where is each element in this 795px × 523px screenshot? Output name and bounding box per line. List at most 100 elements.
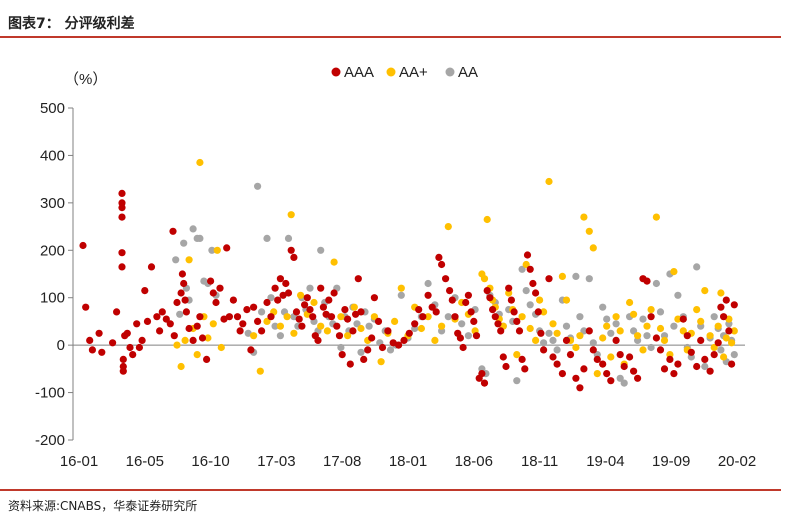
point-aaa [701, 355, 709, 363]
point-aaa [630, 367, 638, 375]
point-aaa [229, 296, 237, 304]
point-aaa [243, 306, 251, 314]
point-aaplus [181, 336, 189, 344]
point-aaa [580, 365, 588, 373]
point-aaplus [444, 223, 452, 231]
point-aaa [327, 313, 336, 321]
x-tick-label: 18-01 [389, 453, 427, 470]
point-aaa [572, 374, 580, 382]
point-aa [464, 332, 472, 340]
point-aa [701, 362, 709, 371]
point-aaa [464, 291, 472, 299]
data-points [79, 158, 738, 392]
point-aaa [133, 320, 141, 328]
x-tick-label: 18-06 [455, 453, 493, 470]
point-aaa [446, 287, 454, 295]
point-aa [189, 225, 197, 233]
point-aaplus [297, 291, 305, 299]
point-aaa [123, 329, 131, 337]
point-aaa [126, 343, 134, 352]
point-aaa [603, 370, 611, 378]
point-aaa [428, 303, 436, 311]
point-aaa [510, 308, 518, 316]
point-aaa [138, 336, 146, 344]
bottom-rule [0, 489, 781, 491]
point-aaplus [697, 317, 705, 325]
point-aaplus [518, 313, 526, 321]
point-aaplus [522, 260, 530, 269]
point-aaa [545, 275, 553, 283]
point-aaa [478, 370, 486, 378]
point-aaa [470, 317, 478, 325]
point-aaa [438, 260, 446, 269]
point-aaa [295, 315, 303, 323]
point-aaplus [730, 327, 738, 335]
point-aaplus [562, 296, 571, 304]
point-aaa [537, 329, 545, 337]
point-aa [589, 339, 597, 347]
x-tick-label: 19-04 [586, 453, 624, 470]
point-aaa [306, 306, 314, 314]
point-aaplus [513, 351, 521, 359]
point-aaplus [250, 332, 258, 340]
point-aaa [693, 362, 701, 371]
point-aaa [290, 253, 298, 261]
point-aaplus [580, 213, 588, 221]
point-aaplus [370, 313, 378, 321]
point-aaa [352, 310, 360, 318]
point-aaa [333, 322, 341, 330]
point-aaa [589, 346, 597, 354]
point-aa [693, 263, 701, 271]
point-aaplus [173, 341, 181, 349]
point-aaa [274, 296, 282, 304]
point-aaa [405, 329, 413, 337]
point-aaa [322, 310, 330, 318]
point-aaa [491, 313, 499, 321]
point-aaa [585, 327, 593, 335]
y-tick-label: -200 [35, 432, 65, 449]
point-aaa [435, 253, 443, 261]
point-aaa [119, 355, 127, 363]
point-aaplus [540, 308, 548, 316]
point-aaplus [603, 322, 611, 330]
point-aaa [374, 317, 383, 325]
point-aa [176, 310, 184, 318]
point-aaplus [710, 343, 718, 352]
point-aaplus [532, 336, 540, 344]
point-aaplus [679, 327, 687, 335]
point-aaa [223, 244, 231, 252]
point-aa [730, 351, 738, 359]
point-aa [545, 329, 553, 337]
legend: AAA AA+ AA [331, 64, 478, 81]
point-aaa [193, 322, 201, 330]
point-aa [284, 234, 293, 242]
point-aa [585, 275, 593, 283]
point-aaa [349, 327, 357, 335]
point-aaa [521, 365, 529, 373]
point-aaa [497, 327, 505, 335]
point-aaa [483, 287, 491, 295]
point-aaa [725, 327, 733, 335]
point-aaa [566, 351, 575, 359]
point-aaa [263, 298, 271, 307]
point-aa [670, 322, 678, 330]
point-aa [397, 291, 405, 299]
point-aaplus [350, 303, 358, 311]
point-aaplus [549, 320, 557, 328]
point-aaa [189, 336, 197, 344]
point-aaa [523, 251, 532, 259]
point-aaa [220, 315, 228, 323]
point-aaa [233, 313, 242, 321]
point-aaa [180, 279, 188, 288]
point-aaa [182, 308, 190, 316]
point-aaa [118, 213, 126, 221]
point-aaplus [177, 362, 185, 371]
axes: -200 -100 0 100 200 300 400 500 16-01 16-05 16-10 1… [35, 100, 756, 470]
point-aaplus [287, 211, 295, 219]
point-aaa [178, 270, 186, 278]
point-aa [576, 313, 584, 321]
point-aa [522, 287, 530, 295]
point-aaa [141, 287, 149, 295]
point-aa [526, 301, 534, 309]
point-aaa [236, 327, 244, 335]
